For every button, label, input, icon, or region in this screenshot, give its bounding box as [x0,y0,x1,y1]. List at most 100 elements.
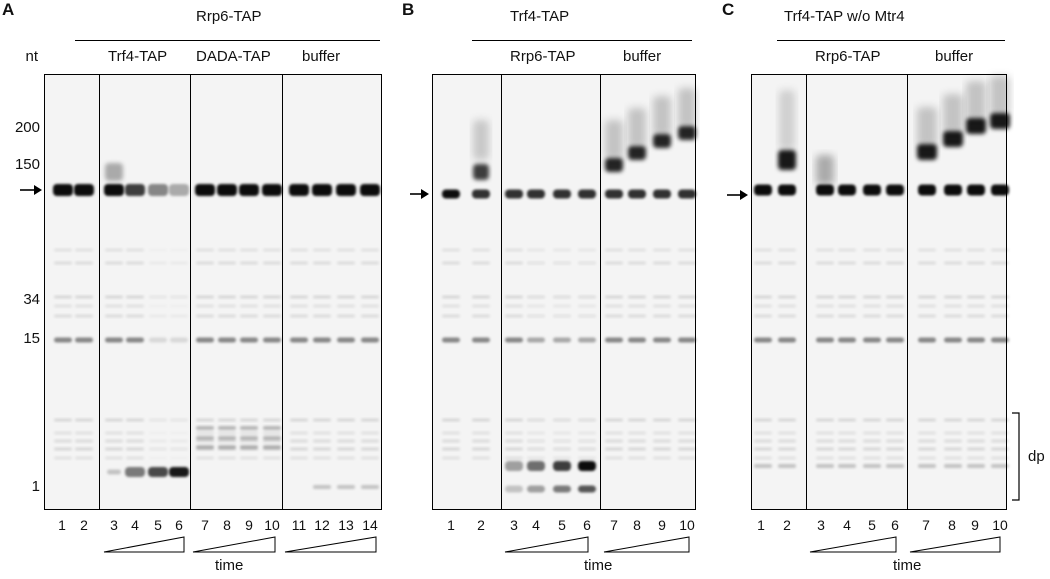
gel-band-15nt [290,337,308,343]
ladder-band [967,431,985,435]
ladder-band [527,439,545,443]
ladder-band [505,304,523,308]
ladder-band [527,314,545,318]
extended-band [917,144,937,160]
ladder-band [967,439,985,443]
ladder-band [263,248,281,252]
ladder-band [126,248,144,252]
ladder-band [505,439,523,443]
ladder-band [196,418,214,422]
ladder-band [605,447,623,451]
ladder-band [442,418,460,422]
ladder-band [991,304,1009,308]
ladder-band [337,304,355,308]
ladder-band [361,295,379,299]
ladder-band [472,431,490,435]
ladder-band [149,439,167,443]
ladder-band [918,447,936,451]
gel-band-15nt [628,337,646,343]
ladder-band [991,456,1009,460]
ladder-band [628,261,646,265]
ladder-band [918,295,936,299]
gel-band-15nt [863,337,881,343]
marker-150: 150 [14,156,40,173]
ladder-band [816,431,834,435]
ladder-band [678,248,696,252]
ladder-band [170,295,188,299]
ladder-band [678,439,696,443]
ladder-band [967,261,985,265]
ladder-band [678,456,696,460]
ladder-band [678,447,696,451]
product-band [313,485,331,489]
ladder-band [75,295,93,299]
substrate-band [918,184,936,196]
gel-band-15nt [505,337,523,343]
ladder-band [553,439,571,443]
ladder-band [126,431,144,435]
ladder-band [578,418,596,422]
product-band [527,461,545,471]
ladder-band [553,248,571,252]
ladder-band [54,304,72,308]
ladder-band [863,431,881,435]
ladder-band [527,261,545,265]
ladder-band [754,261,772,265]
product-band [754,464,772,468]
ladder-band [886,456,904,460]
ladder-band [838,314,856,318]
substrate-band [578,189,596,199]
lane-number: 3 [817,517,825,533]
smear-band [628,108,646,148]
gel-divider [806,75,807,509]
panel-a-letter: A [2,0,15,19]
substrate-band [312,184,332,196]
ladder-band [240,418,258,422]
lane-number: 5 [154,517,162,533]
ladder-band [442,248,460,252]
ladder-band [442,431,460,435]
ladder-band [886,418,904,422]
ladder-band [290,439,308,443]
ladder-band [605,439,623,443]
ladder-band [149,314,167,318]
gel-band-15nt [263,337,281,343]
ladder-band [991,439,1009,443]
substrate-band [754,184,772,196]
ladder-band [240,439,258,443]
lane-number: 4 [532,517,540,533]
substrate-band [991,184,1009,196]
gel-band-15nt [361,337,379,343]
ladder-band [196,314,214,318]
extended-band [605,158,623,172]
ladder-band [442,439,460,443]
ladder-band [778,431,796,435]
marker-1: 1 [31,478,40,495]
gel-band-15nt [196,337,214,343]
ladder-band [472,418,490,422]
ladder-band [170,261,188,265]
ladder-band [944,431,962,435]
smear-band [678,88,696,128]
ladder-band [54,295,72,299]
ladder-band [472,456,490,460]
lane-number: 6 [583,517,591,533]
smear-band [966,81,986,121]
ladder-band [105,418,123,422]
ladder-band [527,248,545,252]
ladder-band [944,456,962,460]
ladder-band [778,261,796,265]
ladder-band [75,314,93,318]
ladder-band [678,431,696,435]
time-wedge [603,536,690,553]
ladder-band [337,314,355,318]
ladder-band [240,445,258,449]
gel-band-15nt [886,337,904,343]
ladder-band [505,456,523,460]
lane-number: 5 [868,517,876,533]
ladder-band [653,261,671,265]
ladder-band [170,432,188,435]
ladder-band [863,456,881,460]
ladder-band [337,439,355,443]
ladder-band [218,304,236,308]
